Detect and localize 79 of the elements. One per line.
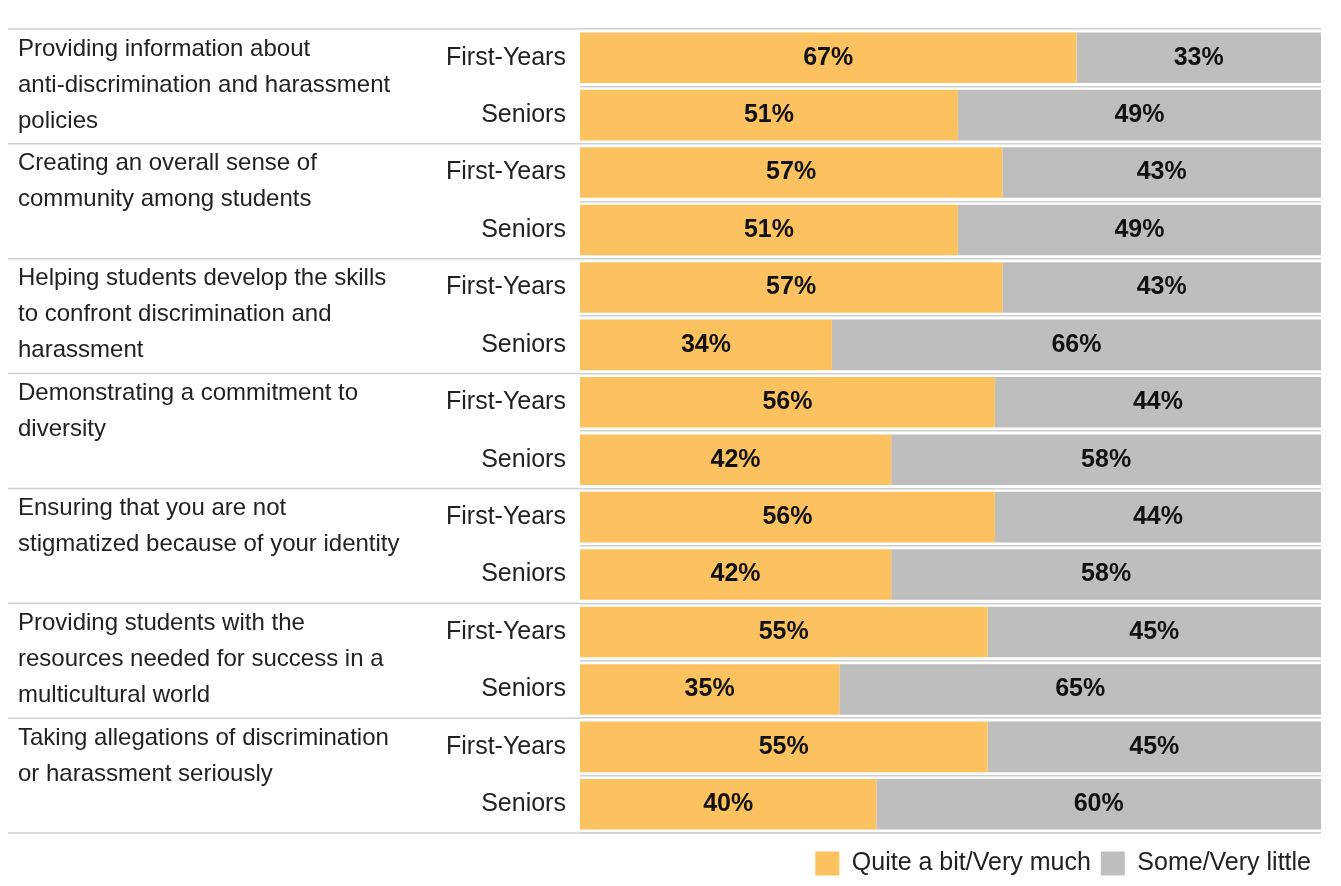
data-label: 33%: [1173, 41, 1224, 70]
bar: [891, 434, 1321, 485]
y-tick-label: Seniors: [481, 443, 566, 472]
data-label: 43%: [1136, 271, 1187, 300]
data-label: 40%: [703, 788, 754, 817]
legend-label: Some/Very little: [1137, 847, 1312, 876]
text: Taking allegations of discrimination or harassment seriously: [18, 722, 389, 786]
data-label: 44%: [1132, 501, 1183, 530]
y-tick-label: First-Years: [446, 386, 566, 415]
data-label: 55%: [758, 615, 809, 644]
bar: [579, 606, 988, 658]
y-tick-label: Seniors: [481, 99, 566, 128]
bar: [987, 721, 1321, 773]
text: Creating an overall sense of community among students: [18, 148, 318, 212]
bar: [831, 319, 1321, 371]
legend-label: Quite a bit/Very much: [851, 847, 1091, 876]
data-label: 51%: [743, 99, 794, 128]
bar: [579, 549, 892, 600]
data-label: 60%: [1073, 788, 1124, 817]
y-tick-label: Seniors: [481, 673, 566, 702]
bar: [957, 89, 1321, 141]
y-tick-label: Seniors: [481, 328, 566, 357]
bar: [579, 89, 958, 141]
data-label: 43%: [1136, 156, 1187, 185]
data-label: 65%: [1055, 673, 1106, 702]
y-tick-label: Seniors: [481, 213, 566, 242]
bar: [1002, 147, 1321, 198]
y-tick-label: First-Years: [446, 41, 566, 70]
bar: [891, 549, 1321, 600]
y-tick-label: First-Years: [446, 730, 566, 759]
data-label: 42%: [710, 443, 761, 472]
data-label: 58%: [1081, 443, 1132, 472]
y-tick-label: First-Years: [446, 271, 566, 300]
text: Demonstrating a commitment to diversity: [18, 378, 359, 442]
data-label: 67%: [803, 41, 854, 70]
y-tick-label: First-Years: [446, 501, 566, 530]
data-label: 55%: [758, 730, 809, 759]
data-label: 45%: [1129, 730, 1180, 759]
data-label: 57%: [766, 156, 817, 185]
data-label: 56%: [762, 386, 813, 415]
bar: [579, 779, 877, 830]
bar: [994, 377, 1321, 428]
text: Ensuring that you are not stigmatized because of your identity: [18, 493, 400, 557]
data-label: 57%: [766, 271, 817, 300]
data-label: 45%: [1129, 615, 1180, 644]
y-tick-label: First-Years: [446, 156, 566, 185]
bar: [579, 147, 1003, 198]
bar: [957, 204, 1321, 256]
bar: [579, 434, 892, 485]
text: Providing students with the resources needed for success in a multicultural world: [18, 607, 385, 707]
bar: [839, 664, 1321, 715]
bar: [579, 664, 840, 715]
bar: [876, 779, 1321, 830]
data-label: 51%: [743, 213, 794, 242]
bar: [579, 32, 1077, 83]
bar: [1076, 32, 1321, 83]
data-label: 44%: [1132, 386, 1183, 415]
y-tick-label: Seniors: [481, 558, 566, 587]
bar: [994, 491, 1321, 543]
data-label: 49%: [1114, 213, 1165, 242]
bar: [987, 606, 1321, 658]
text: Helping students develop the skills to confront discrimination and harassment: [18, 263, 387, 363]
data-label: 49%: [1114, 99, 1165, 128]
data-label: 35%: [684, 673, 735, 702]
bar: [579, 491, 995, 543]
bar: [579, 262, 1003, 313]
data-label: 56%: [762, 501, 813, 530]
bar: [1002, 262, 1321, 313]
y-tick-label: Seniors: [481, 788, 566, 817]
y-tick-label: First-Years: [446, 615, 566, 644]
bar: [579, 377, 995, 428]
bar: [579, 204, 958, 256]
data-label: 34%: [680, 328, 731, 357]
data-label: 66%: [1051, 328, 1102, 357]
data-label: 42%: [710, 558, 761, 587]
bar: [579, 319, 832, 371]
text: Providing information about anti-discrimination and harassment policies: [18, 33, 391, 133]
data-label: 58%: [1081, 558, 1132, 587]
bar: [579, 721, 988, 773]
